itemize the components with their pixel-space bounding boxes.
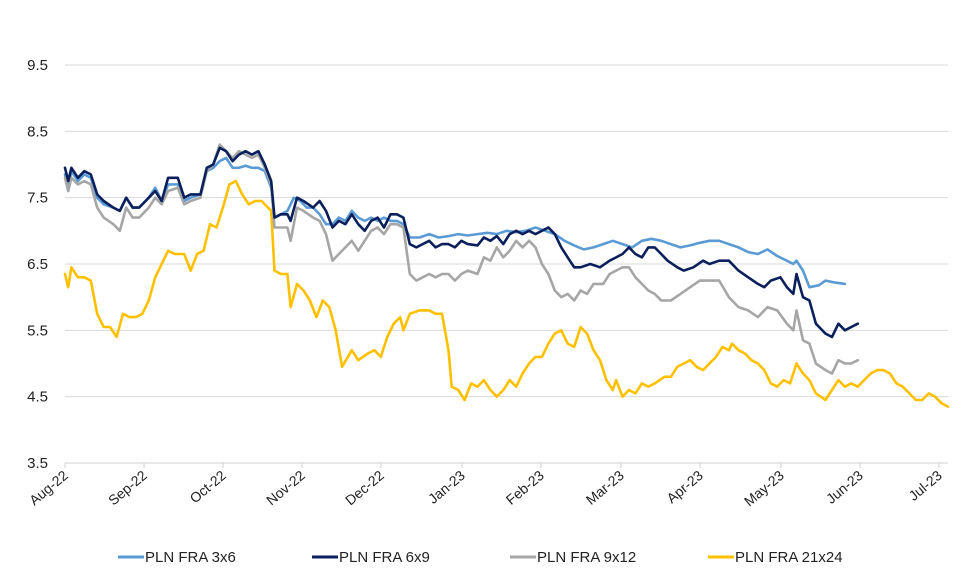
legend-item: PLN FRA 3x6: [118, 549, 236, 566]
x-tick-label: Sep-22: [105, 467, 150, 508]
x-tick-label: Feb-23: [503, 467, 547, 508]
legend-item: PLN FRA 6x9: [312, 549, 430, 566]
x-tick-label: Mar-23: [583, 467, 627, 508]
x-tick-label: Apr-23: [663, 467, 706, 506]
x-axis-labels: Aug-22 Sep-22 Oct-22 Nov-22 Dec-22 Jan-23 Feb-…: [26, 467, 945, 509]
series-line-pln-fra-21x24: [63, 179, 950, 408]
legend-label: PLN FRA 3x6: [145, 549, 236, 566]
series-line-pln-fra-9x12: [63, 143, 860, 375]
y-tick-label: 5.5: [27, 322, 48, 339]
y-tick-label: 9.5: [27, 57, 48, 74]
legend-label: PLN FRA 6x9: [339, 549, 430, 566]
legend-label: PLN FRA 21x24: [735, 549, 843, 566]
legend-item: PLN FRA 21x24: [708, 549, 843, 566]
x-tick-label: Aug-22: [26, 467, 71, 508]
x-tick-label: Dec-22: [342, 467, 387, 508]
y-tick-label: 7.5: [27, 190, 48, 207]
legend-item: PLN FRA 9x12: [510, 549, 636, 566]
x-tick-label: Jun-23: [823, 467, 866, 507]
y-tick-label: 6.5: [27, 256, 48, 273]
y-tick-label: 3.5: [27, 455, 48, 472]
legend-label: PLN FRA 9x12: [537, 549, 636, 566]
series-line-pln-fra-6x9: [63, 146, 860, 339]
series-lines: [63, 143, 950, 408]
x-tick-label: Oct-22: [186, 467, 229, 506]
x-tick-label: Nov-22: [263, 467, 308, 508]
legend: PLN FRA 3x6 PLN FRA 6x9 PLN FRA 9x12 PLN FR…: [118, 549, 843, 566]
gridlines: [65, 64, 948, 398]
x-tick-label: May-23: [741, 467, 787, 509]
y-tick-label: 8.5: [27, 123, 48, 140]
series-line-pln-fra-3x6: [63, 156, 847, 289]
x-axis: [64, 462, 948, 468]
x-tick-label: Jul-23: [905, 467, 945, 504]
y-tick-label: 4.5: [27, 389, 48, 406]
x-tick-label: Jan-23: [425, 467, 468, 507]
y-axis-labels: 9.5 8.5 7.5 6.5 5.5 4.5 3.5: [27, 57, 48, 472]
